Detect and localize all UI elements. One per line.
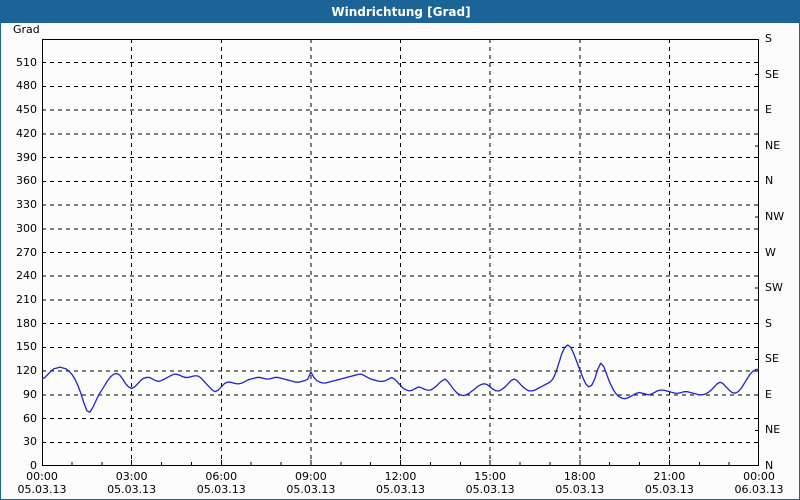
y-axis-tick-label: 480 bbox=[16, 79, 37, 93]
x-axis-tick-date: 06.03.13 bbox=[734, 483, 784, 496]
y-axis-tick-label: 120 bbox=[16, 364, 37, 378]
window-title-bar: Windrichtung [Grad] bbox=[1, 1, 799, 23]
x-axis-tick-date: 05.03.13 bbox=[286, 483, 336, 496]
x-axis-tick-label: 18:00 05.03.13 bbox=[540, 470, 620, 496]
y2-axis-tick-label: SW bbox=[765, 281, 783, 295]
chart-canvas: Grad 0 30 60 90 120 150 180 210 240 270 300 330 360 3… bbox=[1, 23, 799, 499]
y2-axis-tick-label: S bbox=[765, 316, 772, 330]
y2-axis-tick-label: W bbox=[765, 245, 776, 259]
x-axis-tick-time: 09:00 bbox=[295, 470, 327, 483]
x-axis-tick-label: 06:00 05.03.13 bbox=[181, 470, 261, 496]
x-axis-tick-time: 03:00 bbox=[115, 470, 148, 483]
y-axis-tick-label: 390 bbox=[16, 150, 37, 164]
x-axis-tick-date: 05.03.13 bbox=[17, 483, 67, 496]
y-axis-tick-label: 270 bbox=[16, 245, 37, 259]
x-axis-tick-date: 05.03.13 bbox=[376, 483, 425, 496]
x-axis-tick-label: 12:00 05.03.13 bbox=[361, 470, 441, 496]
x-axis-tick-label: 03:00 05.03.13 bbox=[92, 470, 172, 496]
y-axis-tick-label: 180 bbox=[16, 316, 37, 330]
x-axis-tick-label: 00:00 06.03.13 bbox=[719, 470, 799, 496]
y-axis-tick-label: 240 bbox=[16, 269, 37, 283]
page-title: Windrichtung [Grad] bbox=[331, 5, 471, 19]
x-axis-tick-label: 09:00 05.03.13 bbox=[271, 470, 351, 496]
y-axis-tick-label: 90 bbox=[23, 387, 37, 401]
y-axis-tick-label: 450 bbox=[16, 103, 37, 117]
y2-axis-tick-label: E bbox=[765, 387, 772, 401]
x-axis-tick-time: 18:00 bbox=[563, 470, 596, 483]
y-axis-tick-label: 0 bbox=[30, 459, 37, 472]
plot-area bbox=[42, 39, 759, 466]
y2-axis-tick-label: N bbox=[765, 174, 774, 188]
y-axis-unit-label: Grad bbox=[13, 23, 40, 36]
x-axis-tick-label: 15:00 05.03.13 bbox=[450, 470, 530, 496]
y2-axis-tick-label: N bbox=[765, 459, 774, 472]
x-axis-tick-date: 05.03.13 bbox=[644, 483, 694, 496]
x-axis-tick-label: 00:00 05.03.13 bbox=[2, 470, 82, 496]
x-axis-tick-time: 12:00 bbox=[384, 470, 417, 483]
x-axis-tick-time: 00:00 bbox=[743, 470, 775, 483]
y-axis-tick-label: 60 bbox=[23, 411, 37, 425]
x-axis-tick-date: 05.03.13 bbox=[465, 483, 515, 496]
y-axis-tick-label: 300 bbox=[16, 221, 37, 235]
y-axis-tick-label: 420 bbox=[16, 126, 37, 140]
x-axis-tick-date: 05.03.13 bbox=[196, 483, 246, 496]
y2-axis-tick-label: S bbox=[765, 32, 772, 45]
y-axis-tick-label: 510 bbox=[16, 55, 37, 69]
y2-axis-tick-label: NE bbox=[765, 138, 781, 152]
x-axis-tick-date: 05.03.13 bbox=[555, 483, 605, 496]
y2-axis-tick-label: SE bbox=[765, 67, 779, 81]
x-axis-tick-time: 15:00 bbox=[474, 470, 506, 483]
plot-svg bbox=[42, 39, 759, 466]
y-axis-tick-label: 330 bbox=[16, 198, 37, 212]
y-axis-tick-label: 360 bbox=[16, 174, 37, 188]
y2-axis-tick-label: E bbox=[765, 103, 772, 117]
y2-axis-tick-label: NE bbox=[765, 423, 781, 437]
y-axis-tick-label: 30 bbox=[23, 435, 37, 449]
x-axis-tick-time: 00:00 bbox=[26, 470, 58, 483]
x-axis-tick-label: 21:00 05.03.13 bbox=[629, 470, 709, 496]
x-axis-tick-date: 05.03.13 bbox=[107, 483, 157, 496]
x-axis-tick-time: 06:00 bbox=[205, 470, 238, 483]
y2-axis-tick-label: NW bbox=[765, 209, 785, 223]
x-axis-tick-time: 21:00 bbox=[653, 470, 686, 483]
data-series-line bbox=[42, 344, 759, 413]
y-axis-tick-label: 210 bbox=[16, 292, 37, 306]
y2-axis-tick-label: SE bbox=[765, 352, 779, 366]
y-axis-tick-label: 150 bbox=[16, 340, 37, 354]
